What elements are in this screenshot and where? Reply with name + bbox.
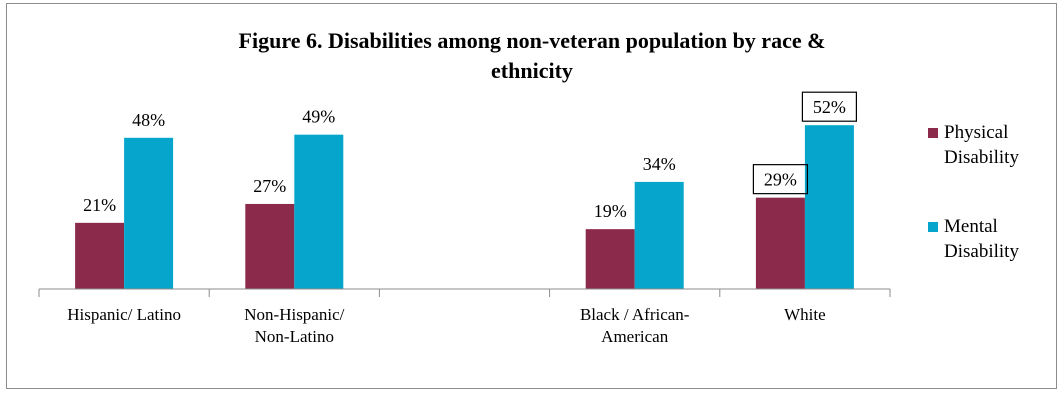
bar — [294, 134, 344, 289]
data-label-box — [752, 164, 809, 195]
data-label: 27% — [253, 176, 286, 196]
legend: Physical Disability Mental Disability — [928, 122, 1019, 262]
category-label: American — [601, 327, 669, 346]
bar — [634, 181, 684, 289]
bars — [75, 125, 854, 289]
data-label: 52% — [813, 97, 846, 117]
chart-frame: Figure 6. Disabilities among non-veteran… — [6, 3, 1057, 389]
legend-label: Physical — [944, 122, 1008, 143]
legend-swatch — [928, 222, 938, 232]
data-label: 34% — [643, 154, 676, 174]
category-label: White — [784, 305, 826, 324]
x-axis: Hispanic/ Latino Non-Hispanic/Non-Latino B… — [38, 288, 891, 346]
legend-label: Mental — [944, 216, 998, 237]
category-label: Hispanic/ Latino — [67, 305, 181, 324]
data-label: 21% — [83, 195, 116, 215]
bar — [755, 197, 805, 289]
chart-title-line: Figure 6. Disabilities among non-veteran… — [239, 28, 826, 53]
data-label: 48% — [132, 110, 165, 130]
data-labels: 21% 48% 27% 49% 19% 34% 29% 52% — [83, 91, 858, 221]
data-label: 19% — [594, 201, 627, 221]
bar — [75, 222, 125, 289]
bar — [245, 203, 295, 289]
bar-chart: Figure 6. Disabilities among non-veteran… — [38, 28, 1019, 346]
category-label: Black / African- — [580, 305, 690, 324]
chart-title-line: ethnicity — [491, 58, 573, 83]
chart-title: Figure 6. Disabilities among non-veteran… — [239, 28, 826, 83]
legend-label: Disability — [944, 241, 1019, 262]
legend-swatch — [928, 128, 938, 138]
legend-label: Disability — [944, 147, 1019, 168]
data-label: 29% — [764, 170, 797, 190]
bar — [804, 125, 854, 289]
data-label-box — [801, 91, 858, 122]
bar — [585, 229, 635, 289]
category-label: Non-Latino — [255, 327, 334, 346]
data-label: 49% — [302, 107, 335, 127]
bar — [124, 137, 174, 289]
category-label: Non-Hispanic/ — [244, 305, 344, 324]
